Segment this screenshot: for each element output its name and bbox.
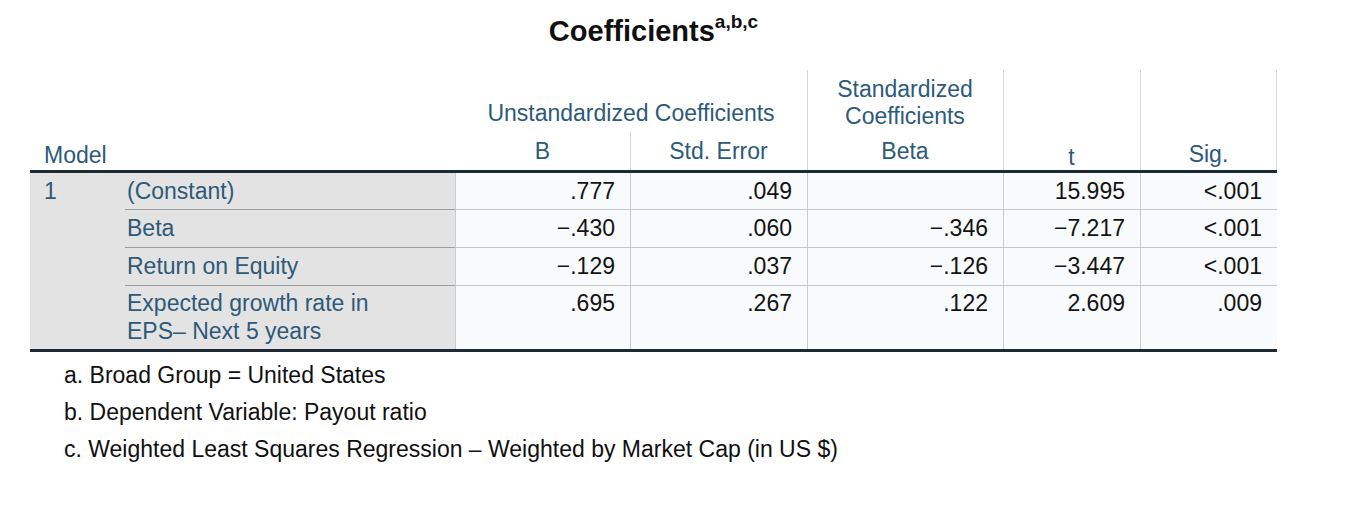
header-grid-line xyxy=(1140,70,1141,170)
footnote-a: a. Broad Group = United States xyxy=(64,362,386,389)
cell-beta: .122 xyxy=(807,290,988,317)
table-title: Coefficientsa,b,c xyxy=(30,13,1277,48)
cell-b: .695 xyxy=(455,290,615,317)
cell-beta: −.126 xyxy=(807,253,988,280)
cell-t: −7.217 xyxy=(1003,215,1125,242)
cell-sig: .009 xyxy=(1140,290,1262,317)
cell-t: −3.447 xyxy=(1003,253,1125,280)
header-grid-line xyxy=(1276,70,1277,170)
cell-sig: <.001 xyxy=(1140,178,1262,205)
row-separator xyxy=(455,247,1277,248)
cell-t: 15.995 xyxy=(1003,178,1125,205)
cell-sig: <.001 xyxy=(1140,215,1262,242)
cell-std-error: .037 xyxy=(630,253,792,280)
spss-output-page: Coefficientsa,b,c Model Unstandardized C… xyxy=(0,0,1364,506)
cell-b: −.129 xyxy=(455,253,615,280)
cell-beta: −.346 xyxy=(807,215,988,242)
column-header-t: t xyxy=(1003,144,1140,171)
table-body: 1 (Constant) .777 .049 15.995 <.001 Beta… xyxy=(30,173,1277,349)
header-grid-line xyxy=(807,70,808,170)
cell-b: .777 xyxy=(455,178,615,205)
row-separator xyxy=(125,285,455,286)
column-header-std-error: Std. Error xyxy=(630,138,807,165)
column-header-sig: Sig. xyxy=(1140,141,1277,168)
bottom-rule xyxy=(30,349,1277,352)
table-title-footnote-marks: a,b,c xyxy=(715,11,758,32)
row-separator xyxy=(455,209,1277,210)
column-header-model: Model xyxy=(44,142,107,169)
column-header-beta: Beta xyxy=(807,138,1003,165)
footnote-c: c. Weighted Least Squares Regression – W… xyxy=(64,436,838,463)
header-grid-line xyxy=(630,132,631,170)
row-label-constant: (Constant) xyxy=(127,178,427,206)
row-label-expected-growth-rate: Expected growth rate in EPS– Next 5 year… xyxy=(127,290,427,345)
header-grid-line xyxy=(1003,70,1004,170)
row-separator xyxy=(125,247,455,248)
cell-std-error: .060 xyxy=(630,215,792,242)
coefficients-table: Model Unstandardized Coefficients Standa… xyxy=(30,70,1277,352)
table-title-text: Coefficients xyxy=(549,15,715,47)
cell-sig: <.001 xyxy=(1140,253,1262,280)
column-header-b: B xyxy=(455,138,630,165)
cell-b: −.430 xyxy=(455,215,615,242)
model-number: 1 xyxy=(44,178,57,205)
column-group-standardized-coefficients: Standardized Coefficients xyxy=(817,76,993,130)
row-label-beta: Beta xyxy=(127,215,427,243)
row-separator xyxy=(125,209,455,210)
row-separator xyxy=(455,285,1277,286)
row-label-return-on-equity: Return on Equity xyxy=(127,253,427,281)
cell-std-error: .267 xyxy=(630,290,792,317)
column-group-unstandardized-coefficients: Unstandardized Coefficients xyxy=(455,100,807,127)
footnote-b: b. Dependent Variable: Payout ratio xyxy=(64,399,427,426)
cell-t: 2.609 xyxy=(1003,290,1125,317)
cell-std-error: .049 xyxy=(630,178,792,205)
